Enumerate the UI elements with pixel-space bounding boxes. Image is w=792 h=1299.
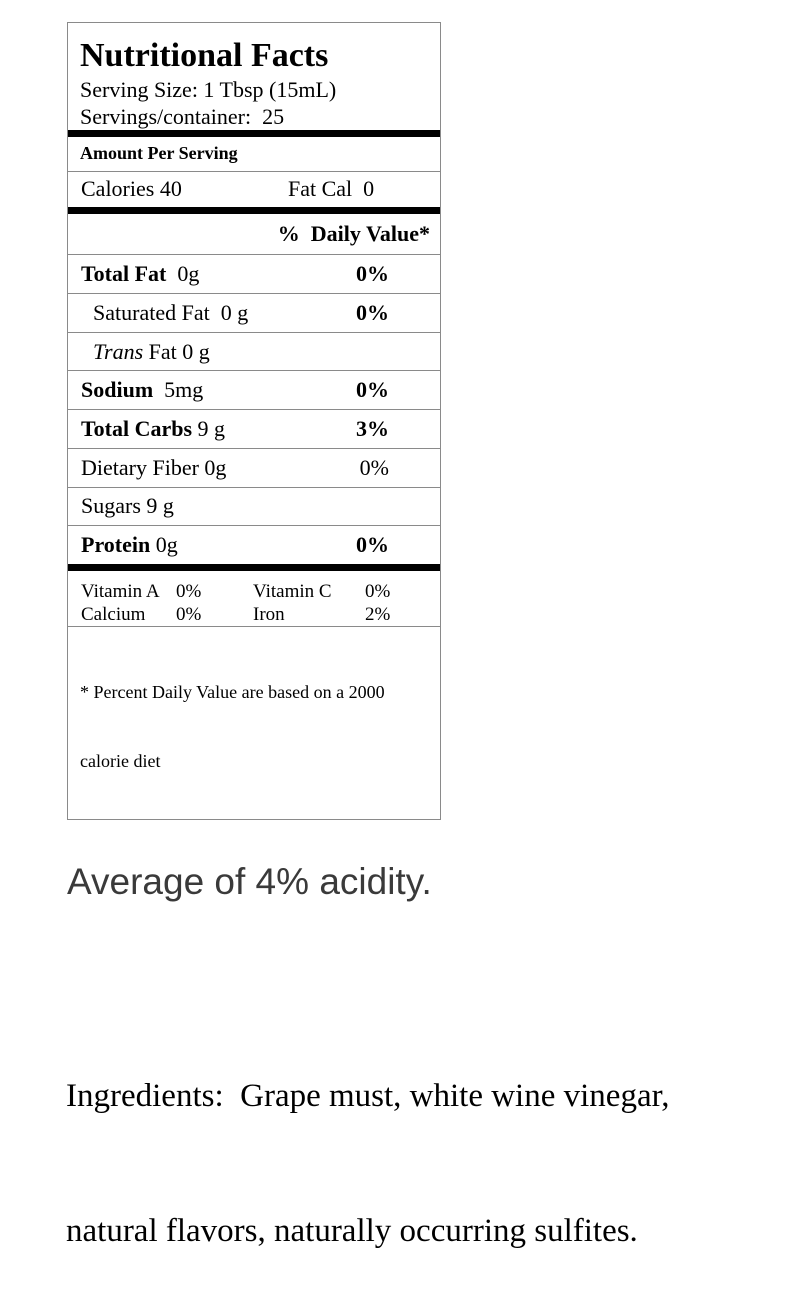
acidity-note: Average of 4% acidity. — [67, 861, 432, 902]
daily-value: 0% — [356, 377, 389, 403]
separator — [68, 292, 440, 294]
daily-value: 0% — [359, 454, 389, 480]
row-dietary-fiber: Dietary Fiber 0g 0% — [68, 449, 440, 487]
separator — [68, 525, 440, 527]
thick-divider-top — [68, 130, 440, 137]
thick-divider-bottom — [68, 564, 440, 572]
nutrient-name: Total Carbs — [81, 415, 193, 441]
separator — [68, 447, 440, 449]
separator — [68, 254, 440, 256]
thick-divider-calories — [68, 207, 440, 215]
vitamin-a-label: Vitamin A — [81, 580, 160, 602]
fat-cal-value: Fat Cal 0 — [288, 176, 375, 202]
row-trans-fat: Trans Fat 0 g — [68, 333, 440, 371]
calories-value: Calories 40 — [81, 176, 182, 202]
iron-value: 2% — [365, 603, 391, 625]
label-title: Nutritional Facts — [80, 37, 329, 74]
vitamin-a-value: 0% — [176, 580, 202, 602]
nutrient-name: Protein — [81, 532, 151, 558]
calcium-value: 0% — [176, 603, 202, 625]
separator — [68, 170, 440, 172]
vitamin-c-value: 0% — [365, 580, 391, 602]
calcium-label: Calcium — [81, 603, 146, 625]
daily-value: 0% — [356, 532, 389, 558]
daily-value: 3% — [356, 415, 389, 441]
servings-per-container: Servings/container: 25 — [80, 104, 285, 129]
label-header: Nutritional Facts Serving Size: 1 Tbsp (… — [68, 23, 440, 130]
calories-row: Calories 40 Fat Cal 0 — [68, 172, 440, 207]
nutrient-name-italic: Trans — [93, 338, 144, 364]
nutrient-name: Sugars 9 g — [81, 493, 174, 519]
row-total-carbs: Total Carbs 9 g 3% — [68, 410, 440, 448]
separator — [68, 626, 440, 628]
amount-per-serving: Amount Per Serving — [80, 143, 238, 164]
row-total-fat: Total Fat 0g 0% — [68, 255, 440, 293]
separator — [68, 331, 440, 333]
nutrient-name: Total Fat — [81, 261, 167, 287]
vitamins-grid: Vitamin A 0% Vitamin C 0% Calcium 0% Iro… — [68, 571, 440, 626]
daily-value: 0% — [356, 299, 389, 325]
vitamin-c-label: Vitamin C — [253, 580, 332, 602]
iron-label: Iron — [253, 603, 285, 625]
nutrient-name: Sodium — [81, 377, 154, 403]
row-sugars: Sugars 9 g — [68, 488, 440, 526]
nutrient-name: Saturated Fat 0 g — [93, 299, 249, 325]
nutrient-amount: 0g — [166, 261, 200, 287]
footnote-line2: calorie diet — [80, 751, 161, 772]
nutrient-amount: Fat 0 g — [143, 338, 210, 364]
row-protein: Protein 0g 0% — [68, 526, 440, 564]
ingredients-line2: natural flavors, naturally occurring sul… — [66, 1213, 638, 1249]
nutrient-amount: 9 g — [192, 415, 226, 441]
separator — [68, 409, 440, 411]
footnote-line1: * Percent Daily Value are based on a 200… — [80, 682, 385, 703]
ingredients-text: Ingredients: Grape must, white wine vine… — [66, 984, 756, 1299]
daily-value-header: % Daily Value* — [277, 221, 430, 247]
nutrition-label: Nutritional Facts Serving Size: 1 Tbsp (… — [67, 22, 441, 820]
nutrient-amount: 5mg — [153, 377, 204, 403]
daily-value: 0% — [356, 261, 389, 287]
row-sodium: Sodium 5mg 0% — [68, 371, 440, 409]
separator — [68, 486, 440, 488]
daily-value-footnote: * Percent Daily Value are based on a 200… — [68, 627, 440, 819]
nutrient-name: Dietary Fiber 0g — [81, 454, 227, 480]
serving-size: Serving Size: 1 Tbsp (15mL) — [80, 77, 337, 102]
separator — [68, 370, 440, 372]
row-saturated-fat: Saturated Fat 0 g 0% — [68, 294, 440, 332]
ingredients-line1: Ingredients: Grape must, white wine vine… — [66, 1078, 670, 1114]
nutrient-amount: 0g — [150, 532, 178, 558]
